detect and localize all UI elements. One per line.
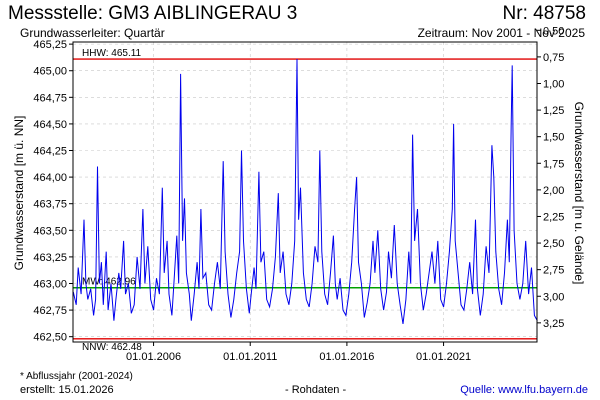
x-tick-label: 01.01.2016 bbox=[319, 351, 374, 363]
left-axis: 465,25 465,00 464,75 464,50 464,25 464,00 463,… bbox=[33, 39, 73, 344]
y-right-tick-label: 2,25 bbox=[543, 211, 564, 223]
y-axis-title-left: Grundwasserstand [m ü. NN] bbox=[12, 116, 26, 271]
y-right-tick-label: 1,25 bbox=[543, 105, 564, 117]
x-tick-label: 01.01.2006 bbox=[126, 351, 181, 363]
x-axis: 01.01.2006 01.01.2011 01.01.2016 01.01.2021 bbox=[126, 342, 471, 363]
y-right-tick-label: 2,75 bbox=[543, 265, 564, 277]
y-tick-label: 464,00 bbox=[33, 172, 67, 184]
raw-data-note: - Rohdaten - bbox=[285, 384, 347, 396]
plot-frame bbox=[72, 41, 538, 343]
series-line bbox=[72, 58, 538, 324]
y-tick-label: 464,25 bbox=[33, 146, 67, 158]
y-right-tick-label: 3,00 bbox=[543, 291, 564, 303]
y-tick-label: 462,50 bbox=[33, 332, 67, 344]
footnote: * Abflussjahr (2001-2024) bbox=[20, 371, 133, 382]
y-tick-label: 463,75 bbox=[33, 199, 67, 211]
y-right-tick-label: 2,00 bbox=[543, 185, 564, 197]
grid bbox=[73, 42, 537, 342]
source-link[interactable]: Quelle: www.lfu.bayern.de bbox=[460, 384, 588, 396]
y-right-tick-label: 1,50 bbox=[543, 132, 564, 144]
x-tick-label: 01.01.2011 bbox=[223, 351, 277, 363]
y-right-tick-label: 0,75 bbox=[543, 52, 564, 64]
y-tick-label: 463,25 bbox=[33, 252, 67, 264]
y-right-tick-label: 0,50 bbox=[543, 25, 564, 37]
reference-lines: HHW: 465.11 MW: 462.96 NNW: 462.48 bbox=[73, 48, 537, 353]
ref-label-mw: MW: 462.96 bbox=[82, 277, 136, 288]
y-right-tick-label: 3,25 bbox=[543, 318, 564, 330]
y-tick-label: 464,50 bbox=[33, 119, 67, 131]
aquifer-label: Grundwasserleiter: Quartär bbox=[20, 26, 165, 40]
y-tick-label: 465,00 bbox=[33, 66, 67, 78]
y-tick-label: 463,50 bbox=[33, 225, 67, 237]
y-right-tick-label: 1,00 bbox=[543, 78, 564, 90]
page-title: Messstelle: GM3 AIBLINGERAU 3 bbox=[8, 3, 298, 24]
created-date: erstellt: 15.01.2026 bbox=[20, 384, 114, 396]
y-tick-label: 465,25 bbox=[33, 39, 67, 51]
y-tick-label: 464,75 bbox=[33, 92, 67, 104]
y-tick-label: 462,75 bbox=[33, 305, 67, 317]
y-right-tick-label: 1,75 bbox=[543, 158, 564, 170]
y-tick-label: 463,00 bbox=[33, 278, 67, 290]
ref-label-hhw: HHW: 465.11 bbox=[82, 48, 142, 59]
x-tick-label: 01.01.2021 bbox=[416, 351, 471, 363]
period-label: Zeitraum: Nov 2001 - Nov 2025 bbox=[417, 26, 585, 40]
right-axis: 0,50 0,75 1,00 1,25 1,50 1,75 2,00 2,25 2,50 2,75… bbox=[537, 25, 564, 330]
ref-label-nnw: NNW: 462.48 bbox=[82, 342, 142, 353]
y-right-tick-label: 2,50 bbox=[543, 238, 564, 250]
station-number: Nr: 48758 bbox=[502, 3, 586, 24]
y-axis-title-right: Grundwasserstand [m u. Gelände] bbox=[572, 102, 586, 285]
